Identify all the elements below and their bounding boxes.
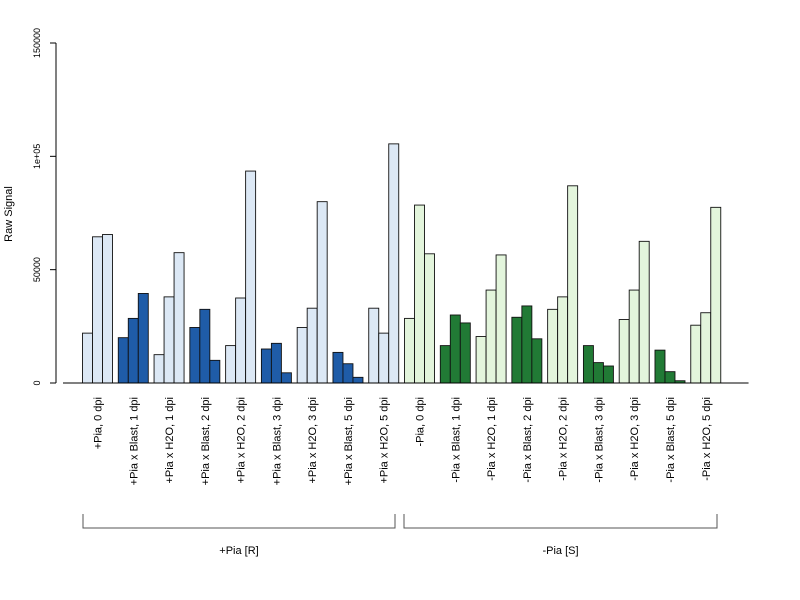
bar-12-rep-2 (485, 289, 497, 384)
x-tick-label: -Pia x H2O, 3 dpi (629, 397, 641, 481)
group-label: +Pia [R] (219, 545, 258, 557)
y-tick-label: 1e+05 (32, 144, 42, 169)
bar-1-rep-3 (102, 234, 113, 384)
bar-18-rep-1 (690, 324, 702, 384)
x-tick-label: +Pia x Blast, 2 dpi (200, 397, 212, 485)
x-tick-label: -Pia x Blast, 3 dpi (593, 397, 605, 483)
bar-17-rep-1 (654, 349, 666, 384)
bar-6-rep-3 (280, 372, 292, 384)
bar-3-rep-2 (163, 296, 175, 384)
bar-16-rep-1 (618, 319, 630, 384)
bar-10-rep-1 (404, 317, 415, 384)
y-axis-label: Raw Signal (3, 186, 15, 242)
x-tick-label: -Pia x H2O, 5 dpi (701, 397, 713, 481)
bar-16-rep-3 (638, 240, 650, 384)
bar-14-rep-2 (557, 296, 569, 384)
axes-layer: 0 50000 1e+05 150000 (32, 28, 749, 386)
bar-11-rep-1 (439, 345, 451, 384)
bar-5-rep-3 (245, 170, 257, 384)
bar-7-rep-3 (316, 201, 328, 384)
bar-1-rep-2 (92, 236, 103, 384)
bar-2-rep-1 (117, 337, 129, 384)
x-tick-label: -Pia, 0 dpi (415, 397, 427, 447)
bar-16-rep-2 (628, 289, 640, 384)
bar-3-rep-3 (173, 252, 185, 384)
group-bracket (403, 514, 718, 529)
y-tick-label: 0 (32, 380, 42, 385)
bar-13-rep-3 (531, 338, 543, 384)
x-tick-label: +Pia x H2O, 3 dpi (307, 397, 319, 484)
x-tick-label: +Pia x Blast, 3 dpi (271, 397, 283, 485)
bar-2-rep-3 (137, 293, 149, 384)
y-tick-label: 150000 (32, 28, 42, 58)
x-tick-label: -Pia x Blast, 1 dpi (450, 397, 462, 483)
y-tick-label: 50000 (32, 257, 42, 282)
bar-1-rep-1 (82, 332, 93, 384)
bar-4-rep-3 (209, 359, 221, 384)
x-tick-label: +Pia, 0 dpi (93, 397, 105, 449)
bar-8-rep-2 (342, 363, 354, 384)
group-label: -Pia [S] (542, 545, 578, 557)
bar-12-rep-1 (475, 336, 487, 384)
bar-9-rep-3 (388, 143, 400, 384)
bar-8-rep-1 (332, 351, 344, 384)
bar-14-rep-1 (547, 308, 559, 384)
bar-5-rep-1 (225, 345, 237, 384)
bar-7-rep-1 (296, 327, 308, 384)
bar-4-rep-2 (199, 308, 211, 384)
x-tick-label: -Pia x Blast, 5 dpi (665, 397, 677, 483)
x-tick-label: -Pia x H2O, 2 dpi (558, 397, 570, 481)
bar-9-rep-1 (368, 307, 380, 384)
x-tick-label: +Pia x H2O, 1 dpi (164, 397, 176, 484)
bar-2-rep-2 (127, 317, 139, 384)
bar-6-rep-1 (260, 348, 272, 384)
x-tick-labels: +Pia, 0 dpi +Pia x Blast, 1 dpi +Pia x H2O… (93, 397, 713, 485)
x-tick-label: +Pia x Blast, 5 dpi (343, 397, 355, 485)
bar-12-rep-3 (495, 254, 507, 384)
bar-3-rep-1 (153, 354, 165, 384)
bar-15-rep-2 (592, 362, 604, 384)
x-tick-label: +Pia x H2O, 2 dpi (236, 397, 248, 484)
bar-10-rep-3 (424, 253, 435, 384)
group-bracket (82, 514, 396, 529)
x-tick-label: -Pia x Blast, 2 dpi (522, 397, 534, 483)
x-tick-label: +Pia x H2O, 5 dpi (379, 397, 391, 484)
bar-13-rep-1 (511, 316, 523, 384)
bar-17-rep-2 (664, 371, 676, 384)
bar-18-rep-2 (700, 312, 712, 384)
bar-11-rep-3 (459, 322, 471, 384)
x-tick-label: -Pia x H2O, 1 dpi (486, 397, 498, 481)
bar-9-rep-2 (378, 332, 390, 384)
x-tick-label: +Pia x Blast, 1 dpi (128, 397, 140, 485)
bar-15-rep-3 (602, 365, 614, 384)
bar-5-rep-2 (235, 297, 247, 384)
bar-18-rep-3 (710, 206, 722, 384)
bar-8-rep-3 (352, 376, 364, 384)
group-brackets: +Pia [R] -Pia [S] (82, 514, 718, 557)
bar-6-rep-2 (270, 342, 282, 384)
bar-10-rep-2 (414, 204, 425, 384)
bar-14-rep-3 (567, 185, 579, 384)
bar-11-rep-2 (449, 314, 461, 384)
bar-4-rep-1 (189, 327, 201, 384)
bar-15-rep-1 (582, 345, 594, 384)
bar-7-rep-2 (306, 307, 318, 384)
bar-13-rep-2 (521, 305, 533, 384)
bars-layer (82, 143, 722, 384)
